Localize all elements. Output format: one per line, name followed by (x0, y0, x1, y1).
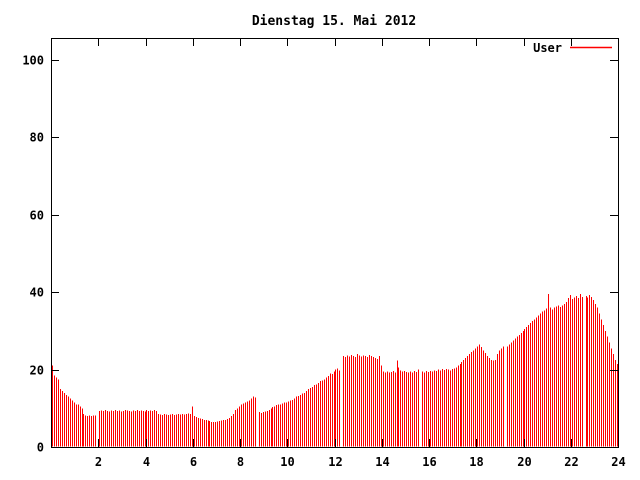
y-tick-label: 40 (30, 286, 44, 300)
bars-group (52, 294, 618, 447)
legend-label-user: User (533, 41, 562, 55)
y-tick-label: 100 (22, 54, 44, 68)
x-tick-label: 24 (611, 455, 625, 469)
y-tick-label: 80 (30, 131, 44, 145)
y-tick-label: 20 (30, 364, 44, 378)
x-tick-label: 20 (517, 455, 531, 469)
x-tick-label: 2 (95, 455, 102, 469)
x-tick-label: 22 (564, 455, 578, 469)
x-tick-label: 10 (280, 455, 294, 469)
x-tick-label: 12 (328, 455, 342, 469)
y-tick-label: 60 (30, 209, 44, 223)
x-tick-label: 18 (469, 455, 483, 469)
chart-title: Dienstag 15. Mai 2012 (252, 14, 416, 29)
x-tick-label: 6 (190, 455, 197, 469)
x-tick-label: 8 (237, 455, 244, 469)
x-tick-label: 16 (422, 455, 436, 469)
legend: User (533, 41, 612, 55)
y-tick-label: 0 (37, 441, 44, 455)
x-tick-label: 14 (375, 455, 389, 469)
x-tick-label: 4 (143, 455, 150, 469)
